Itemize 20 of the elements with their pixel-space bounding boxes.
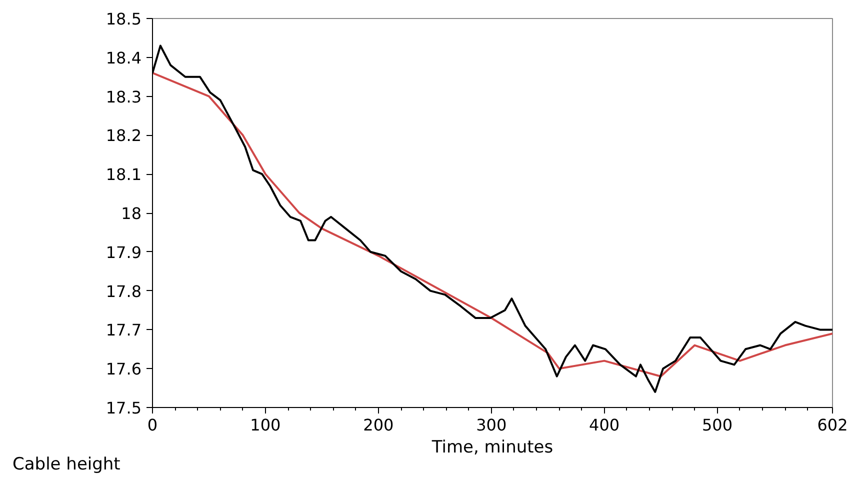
y-tick-label: 17.5 <box>106 398 142 418</box>
y-tick-label: 18.5 <box>106 10 142 28</box>
x-axis-title: Time, minutes <box>430 438 554 458</box>
y-tick-label: 17.6 <box>106 360 142 379</box>
x-tick-label: 200 <box>363 416 394 434</box>
y-tick-label: 17.9 <box>106 242 142 262</box>
x-tick-label: 602 <box>817 416 848 434</box>
x-tick-label: 100 <box>250 416 281 434</box>
x-tick-label: 0 <box>147 416 158 434</box>
y-tick-label: 17.8 <box>106 282 142 301</box>
x-tick-label: 500 <box>702 416 733 434</box>
x-tick-label: 300 <box>476 416 507 434</box>
text: Cable height <box>12 454 121 474</box>
y-tick-label: 18.4 <box>106 48 142 68</box>
y-tick-label: 18.3 <box>106 87 142 106</box>
y-tick-label: 18 <box>121 204 142 223</box>
y-tick-label: 18.2 <box>106 126 142 146</box>
x-tick-label: 400 <box>589 416 620 434</box>
y-tick-label: 17.7 <box>106 320 142 340</box>
y-tick-label: 18.1 <box>106 165 142 184</box>
